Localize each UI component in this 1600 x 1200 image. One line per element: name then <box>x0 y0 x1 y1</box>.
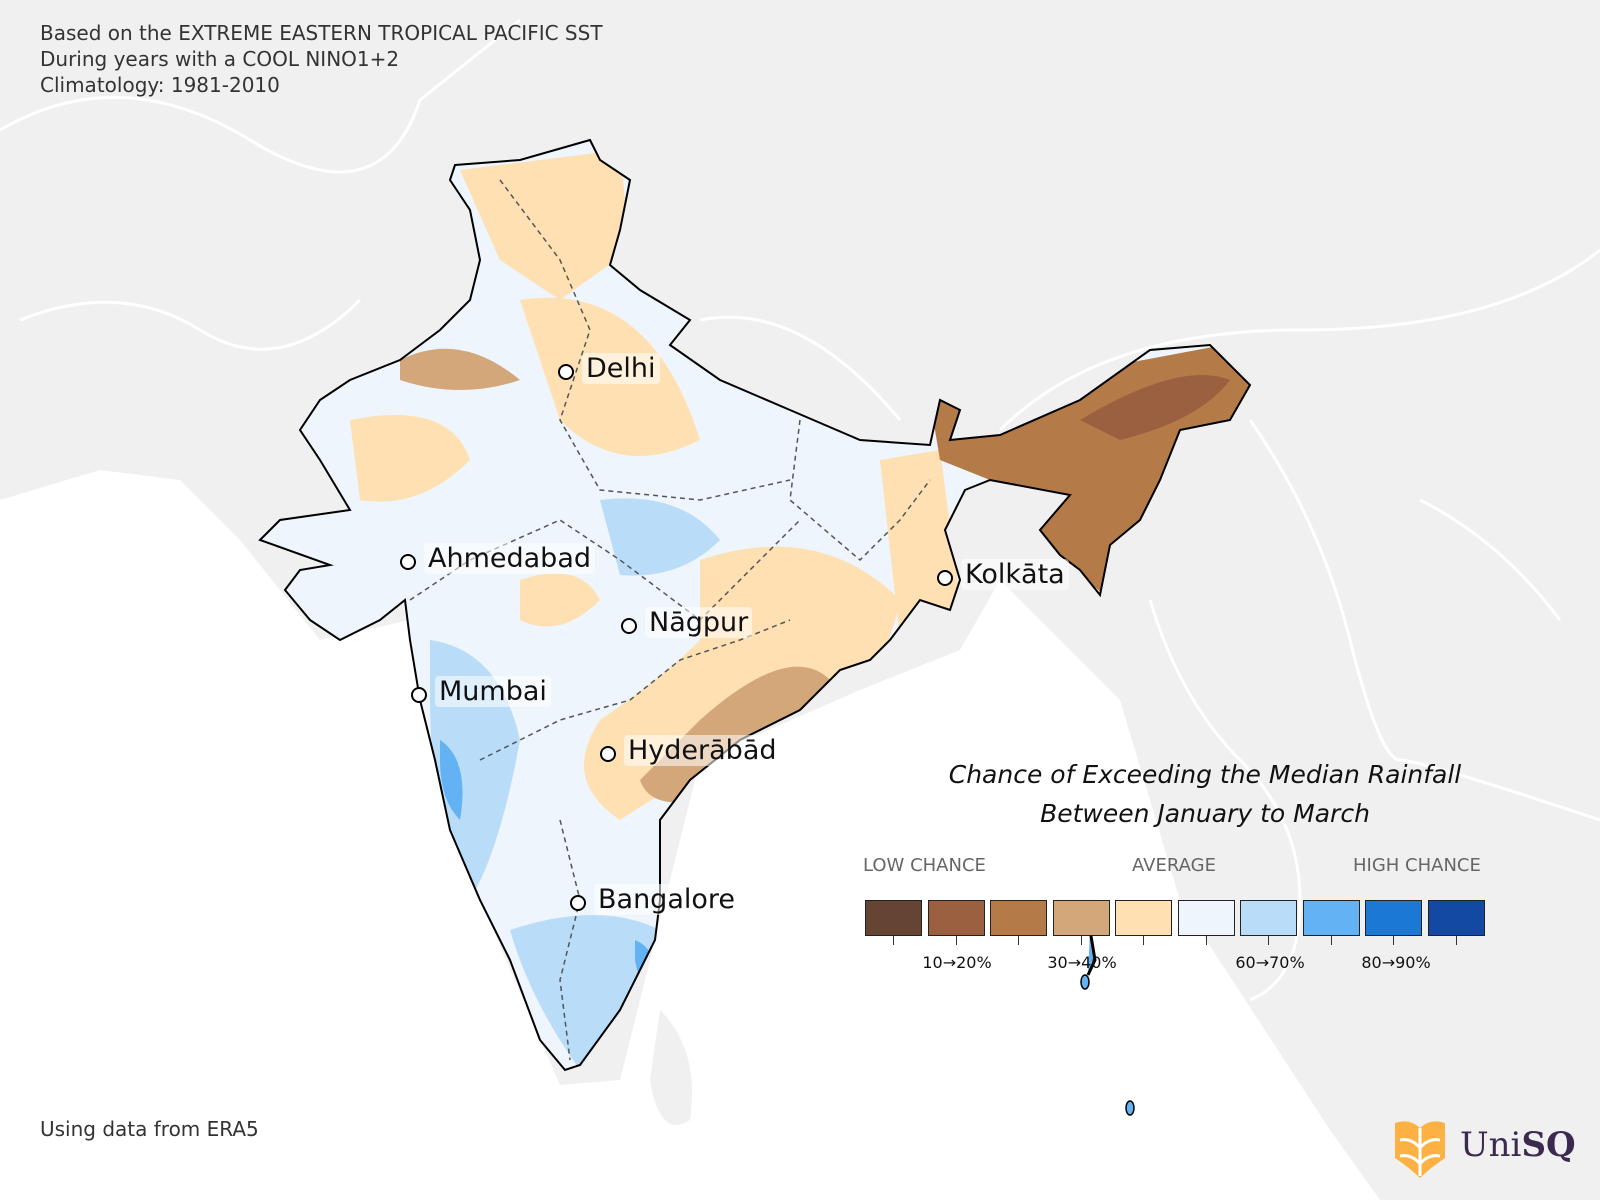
logo-text-b: SQ <box>1521 1125 1576 1165</box>
header-line-1: Based on the EXTREME EASTERN TROPICAL PA… <box>40 21 603 45</box>
legend-high-label: HIGH CHANCE <box>1353 855 1481 876</box>
city-marker-ahmedabad <box>400 554 416 570</box>
legend-swatch <box>990 900 1047 936</box>
city-marker-delhi <box>558 364 574 380</box>
legend-average-label: AVERAGE <box>1132 855 1216 876</box>
header-line-2: During years with a COOL NINO1+2 <box>40 47 400 71</box>
legend-tick <box>1143 936 1144 945</box>
city-label-ahmedabad: Ahmedabad <box>424 543 596 574</box>
legend-low-label: LOW CHANCE <box>863 855 986 876</box>
title-line-2: Between January to March <box>1040 799 1370 828</box>
legend-tick <box>1393 936 1394 945</box>
legend-tick <box>1455 936 1457 945</box>
legend-tick <box>955 936 957 945</box>
city-marker-kolkata <box>937 570 953 586</box>
legend-swatch <box>1365 900 1422 936</box>
city-marker-mumbai <box>411 687 427 703</box>
unisq-logo-text: UniSQ <box>1460 1125 1576 1165</box>
legend-tick <box>1268 936 1269 945</box>
legend-swatch <box>1240 900 1297 936</box>
legend-swatch <box>1115 900 1172 936</box>
unisq-logo-icon <box>1395 1121 1445 1178</box>
legend-tick <box>1330 936 1332 945</box>
city-marker-nagpur <box>621 618 637 634</box>
legend-tick-label: 80→90% <box>1361 953 1431 972</box>
header-line-3: Climatology: 1981-2010 <box>40 73 280 97</box>
legend-tick <box>1205 936 1207 945</box>
legend-swatch <box>1302 900 1360 936</box>
legend-tick <box>1018 936 1019 945</box>
legend-swatch <box>927 900 985 936</box>
city-marker-hyderabad <box>600 746 616 762</box>
city-label-hyderabad: Hyderābād <box>624 735 781 766</box>
legend-tick-label: 30→40% <box>1047 953 1117 972</box>
city-label-kolkata: Kolkāta <box>961 559 1069 590</box>
city-label-delhi: Delhi <box>582 353 660 384</box>
map-title: Chance of Exceeding the Median Rainfall … <box>880 755 1530 833</box>
legend-tick <box>1080 936 1082 945</box>
city-marker-bangalore <box>570 895 586 911</box>
legend-swatch <box>1177 900 1235 936</box>
map-header: Based on the EXTREME EASTERN TROPICAL PA… <box>40 20 603 98</box>
legend-tick-label: 60→70% <box>1235 953 1305 972</box>
city-label-bangalore: Bangalore <box>594 884 740 915</box>
logo-text-a: Uni <box>1460 1125 1522 1165</box>
legend-swatch <box>1052 900 1110 936</box>
data-source: Using data from ERA5 <box>40 1117 259 1141</box>
legend-tick-label: 10→20% <box>922 953 992 972</box>
city-label-nagpur: Nāgpur <box>645 607 753 638</box>
title-line-1: Chance of Exceeding the Median Rainfall <box>948 760 1462 789</box>
city-label-mumbai: Mumbai <box>435 676 551 707</box>
legend-swatch <box>1427 900 1485 936</box>
legend-swatch <box>865 900 922 936</box>
legend-tick <box>893 936 894 945</box>
